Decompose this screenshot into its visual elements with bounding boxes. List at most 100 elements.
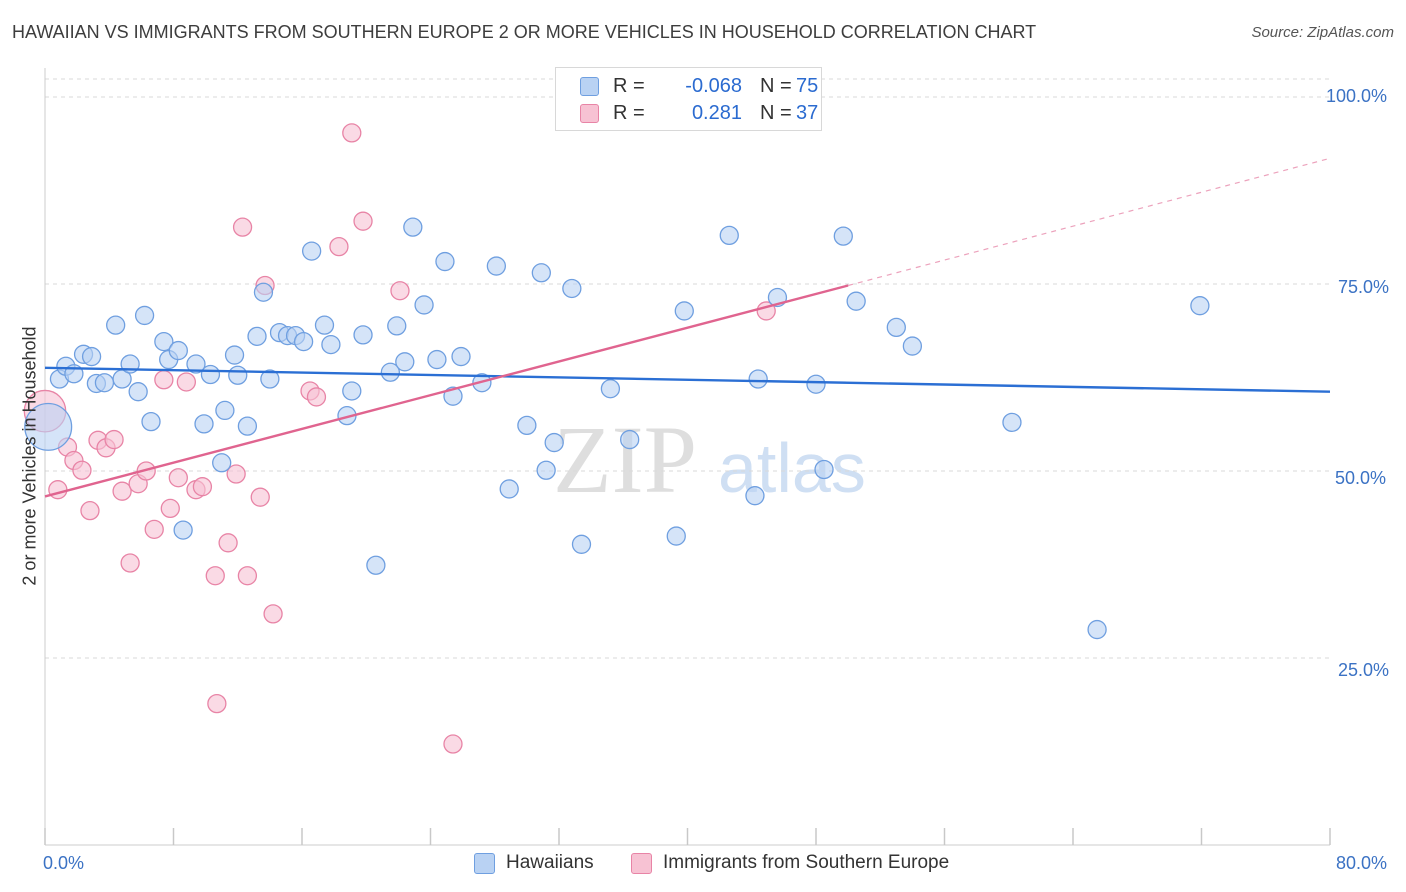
data-point-hawaiians	[451, 346, 471, 367]
data-point-immigrants	[342, 123, 362, 143]
data-point-hawaiians	[141, 411, 161, 432]
data-point-hawaiians	[387, 316, 407, 336]
data-point-hawaiians	[215, 400, 235, 421]
chart-title: HAWAIIAN VS IMMIGRANTS FROM SOUTHERN EUR…	[12, 22, 1037, 42]
data-point-hawaiians	[600, 379, 621, 399]
data-point-hawaiians	[314, 315, 335, 335]
y-tick-label-100: 100.0%	[1326, 86, 1388, 106]
data-point-hawaiians	[342, 381, 362, 401]
data-point-hawaiians	[395, 352, 415, 372]
data-point-hawaiians	[562, 278, 582, 299]
data-point-immigrants	[443, 734, 463, 754]
y-tick-label-50: 50.0%	[1335, 468, 1387, 488]
legend-swatch-immigrants	[580, 104, 599, 123]
data-point-immigrants	[237, 566, 258, 586]
trend-lines	[44, 157, 1331, 498]
data-point-hawaiians	[846, 291, 866, 311]
y-axis-title: 2 or more Vehicles in Household	[19, 326, 40, 586]
data-point-hawaiians	[293, 331, 314, 352]
legend-r-value: 0.281	[691, 102, 742, 124]
data-point-immigrants	[80, 500, 100, 521]
data-point-hawaiians	[301, 241, 322, 261]
data-point-immigrants	[104, 429, 124, 450]
data-point-immigrants	[207, 693, 227, 714]
correlation-legend: R = -0.068 N = 75 R = 0.281 N = 37	[555, 67, 822, 131]
data-point-hawaiians	[237, 416, 258, 436]
data-point-hawaiians	[806, 374, 826, 394]
data-point-hawaiians	[1002, 412, 1022, 433]
axes	[44, 68, 1331, 846]
data-point-hawaiians	[154, 331, 174, 352]
data-point-hawaiians	[814, 459, 834, 480]
data-point-immigrants	[263, 604, 283, 624]
data-point-hawaiians	[435, 251, 455, 272]
data-point-hawaiians	[531, 263, 551, 283]
data-point-hawaiians	[321, 334, 341, 355]
data-point-hawaiians	[902, 336, 923, 356]
data-point-hawaiians	[200, 364, 221, 385]
data-point-hawaiians	[748, 369, 768, 389]
data-point-hawaiians	[427, 349, 447, 370]
bottom-legend-label-hawaiians: Hawaiians	[506, 852, 594, 873]
data-point-hawaiians	[486, 256, 507, 276]
data-point-hawaiians	[666, 526, 686, 546]
y-tick-label-75: 75.0%	[1338, 277, 1390, 297]
data-point-hawaiians	[499, 479, 519, 499]
watermark-atlas: atlas	[718, 429, 866, 507]
data-point-hawaiians	[212, 453, 232, 473]
series-hawaiians-points	[24, 217, 1210, 640]
data-point-hawaiians	[403, 217, 423, 237]
legend-n-value: 37	[796, 102, 819, 124]
data-point-immigrants	[120, 553, 140, 573]
bottom-legend-swatch-hawaiians	[474, 853, 495, 874]
data-point-hawaiians	[228, 365, 248, 385]
data-point-hawaiians	[674, 301, 694, 321]
data-point-hawaiians	[194, 414, 214, 434]
data-point-immigrants	[154, 370, 174, 390]
data-point-immigrants	[232, 217, 253, 237]
data-point-hawaiians	[353, 325, 373, 345]
legend-r-value: -0.068	[685, 75, 742, 97]
trend-line-immigrants	[44, 284, 849, 498]
data-point-immigrants	[72, 460, 92, 480]
data-point-hawaiians	[414, 295, 434, 315]
data-point-hawaiians	[536, 460, 556, 480]
data-point-hawaiians	[443, 386, 463, 406]
legend-n-value: 75	[796, 75, 819, 97]
legend-swatch-hawaiians	[580, 77, 599, 96]
x-tick-label-min: 0.0%	[43, 853, 85, 873]
data-point-immigrants	[226, 464, 246, 484]
watermark: ZIP atlas	[553, 406, 866, 513]
data-point-hawaiians	[173, 520, 193, 540]
data-point-hawaiians	[1087, 619, 1107, 640]
watermark-zip: ZIP	[553, 406, 697, 513]
data-point-immigrants	[176, 372, 197, 392]
data-point-immigrants	[329, 236, 349, 257]
data-point-hawaiians	[544, 432, 564, 453]
trend-line-extension-immigrants	[847, 157, 1331, 287]
data-point-hawaiians	[128, 382, 148, 402]
trend-line-hawaiians	[44, 366, 1331, 393]
data-point-hawaiians	[134, 305, 155, 326]
data-point-hawaiians	[1190, 296, 1210, 316]
chart-source: Source: ZipAtlas.com	[1251, 24, 1394, 41]
data-point-immigrants	[390, 281, 410, 301]
data-point-immigrants	[144, 519, 164, 539]
data-point-hawaiians	[81, 346, 102, 367]
data-point-immigrants	[112, 481, 132, 501]
data-point-hawaiians	[719, 225, 739, 246]
data-point-hawaiians	[186, 354, 206, 374]
data-point-hawaiians	[571, 534, 592, 554]
data-point-hawaiians	[24, 402, 73, 451]
data-point-hawaiians	[168, 340, 188, 361]
data-point-immigrants	[218, 533, 238, 553]
x-tick-label-max: 80.0%	[1336, 853, 1388, 873]
legend-n-label: N =	[760, 75, 792, 97]
data-point-hawaiians	[224, 345, 245, 365]
data-point-hawaiians	[620, 429, 640, 450]
data-point-hawaiians	[745, 486, 765, 506]
legend-n-label: N =	[760, 102, 792, 124]
bottom-legend-swatch-immigrants	[631, 853, 652, 874]
bottom-legend-label-immigrants: Immigrants from Southern Europe	[663, 852, 950, 873]
